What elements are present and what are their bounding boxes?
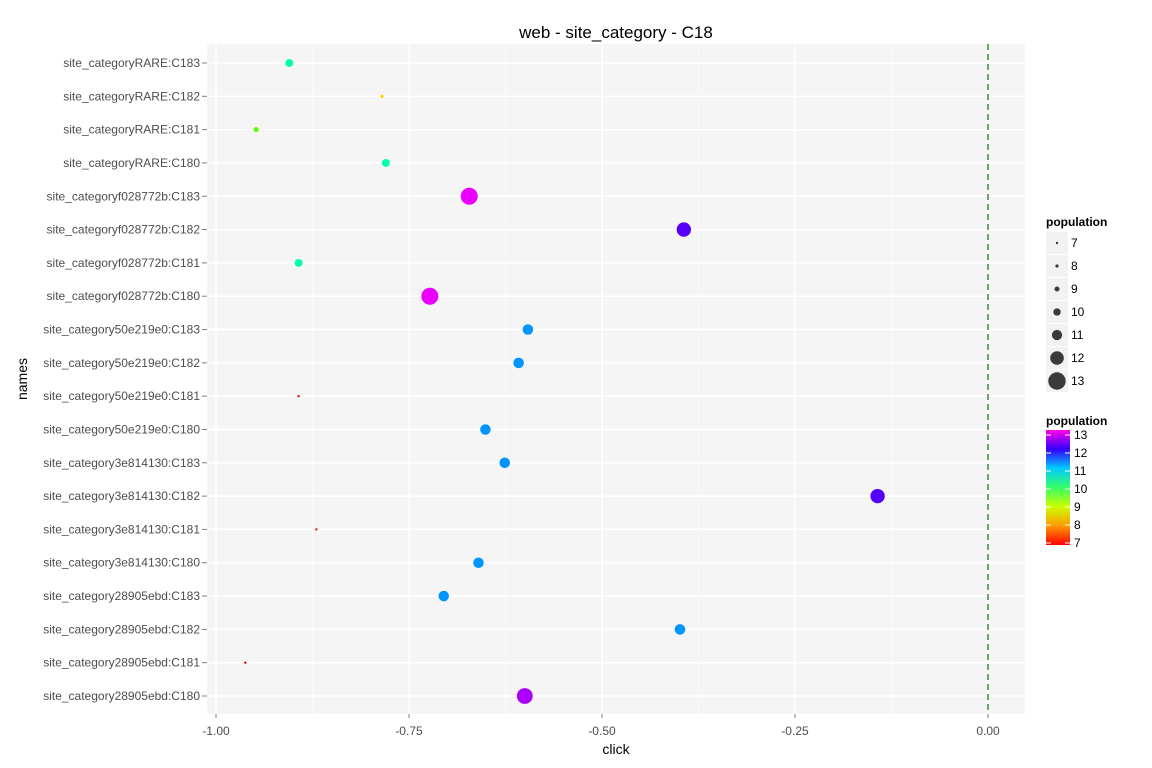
color-legend: population 13 12 11 10 9 8 7: [1046, 414, 1107, 550]
chart-title: web - site_category - C18: [518, 23, 713, 42]
size-legend: population 7 8 9 10 11 12 13: [1046, 215, 1107, 392]
size-legend-title: population: [1046, 215, 1107, 229]
data-point: [315, 528, 318, 531]
data-point: [294, 258, 303, 267]
size-legend-label: 8: [1071, 259, 1078, 273]
size-legend-dot: [1051, 329, 1063, 341]
y-tick-label: site_categoryRARE:C182: [63, 89, 200, 103]
data-point: [244, 661, 247, 664]
color-legend-title: population: [1046, 414, 1107, 428]
y-tick-label: site_category3e814130:C182: [43, 489, 200, 503]
y-tick-label: site_category28905ebd:C183: [43, 589, 200, 603]
data-point: [674, 624, 686, 635]
color-legend-label: 9: [1074, 500, 1081, 514]
size-legend-dot: [1055, 241, 1059, 245]
color-legend-label: 13: [1074, 428, 1088, 442]
y-tick-label: site_category50e219e0:C183: [43, 323, 200, 337]
size-legend-dot: [1048, 372, 1066, 390]
y-tick-label: site_categoryRARE:C181: [63, 123, 200, 137]
x-axis-label: click: [602, 741, 630, 757]
y-tick-label: site_categoryf028772b:C182: [47, 223, 201, 237]
size-legend-label: 13: [1071, 374, 1085, 388]
y-tick-label: site_category3e814130:C180: [43, 556, 200, 570]
grid-lines: [207, 44, 1025, 714]
size-legend-label: 10: [1071, 305, 1085, 319]
y-tick-label: site_category3e814130:C183: [43, 456, 200, 470]
data-point: [513, 357, 524, 369]
size-legend-label: 7: [1071, 236, 1078, 250]
data-point: [676, 222, 691, 237]
y-tick-label: site_category50e219e0:C181: [43, 389, 200, 403]
y-tick-labels: site_category28905ebd:C180 site_category2…: [43, 56, 207, 703]
data-point: [253, 127, 259, 133]
color-legend-label: 11: [1074, 464, 1087, 478]
data-point: [421, 287, 439, 305]
data-point: [285, 59, 294, 67]
size-legend-label: 11: [1071, 328, 1084, 342]
size-legend-label: 12: [1071, 351, 1085, 365]
y-tick-label: site_categoryf028772b:C180: [47, 289, 201, 303]
data-points: [244, 59, 885, 704]
x-tick-label: -0.25: [781, 724, 809, 738]
data-point: [870, 488, 885, 504]
color-legend-label: 12: [1074, 446, 1088, 460]
y-tick-label: site_category3e814130:C181: [43, 522, 200, 536]
x-tick-label: -1.00: [202, 724, 230, 738]
x-tick-labels: -1.00 -0.75 -0.50 -0.25 0.00: [202, 714, 1000, 738]
data-point: [460, 187, 478, 205]
color-legend-label: 7: [1074, 536, 1081, 550]
color-legend-label: 10: [1074, 482, 1088, 496]
size-legend-dot: [1055, 264, 1059, 268]
y-tick-label: site_categoryRARE:C183: [63, 56, 200, 70]
data-point: [522, 324, 534, 335]
color-legend-bar: [1046, 430, 1070, 545]
data-point: [438, 590, 450, 602]
x-tick-label: -0.75: [395, 724, 423, 738]
y-tick-label: site_categoryRARE:C180: [63, 156, 200, 170]
y-tick-label: site_categoryf028772b:C183: [47, 189, 201, 203]
y-tick-label: site_category28905ebd:C180: [43, 689, 200, 703]
x-tick-label: 0.00: [976, 724, 1000, 738]
y-axis-label: names: [14, 358, 30, 400]
color-legend-label: 8: [1074, 518, 1081, 532]
size-legend-dot: [1050, 351, 1064, 365]
data-point: [499, 457, 511, 469]
x-tick-label: -0.50: [588, 724, 616, 738]
data-point: [380, 94, 384, 98]
y-tick-label: site_categoryf028772b:C181: [47, 256, 201, 270]
data-point: [516, 688, 533, 704]
size-legend-dot: [1054, 286, 1060, 292]
panel-background: [207, 44, 1025, 714]
y-tick-label: site_category28905ebd:C181: [43, 656, 200, 670]
size-legend-dot: [1053, 308, 1061, 316]
data-point: [381, 159, 390, 167]
y-tick-label: site_category50e219e0:C180: [43, 422, 200, 436]
data-point: [480, 424, 491, 435]
data-point: [473, 557, 484, 569]
data-point: [297, 394, 300, 398]
y-tick-label: site_category28905ebd:C182: [43, 622, 200, 636]
y-tick-label: site_category50e219e0:C182: [43, 356, 200, 370]
size-legend-label: 9: [1071, 282, 1078, 296]
